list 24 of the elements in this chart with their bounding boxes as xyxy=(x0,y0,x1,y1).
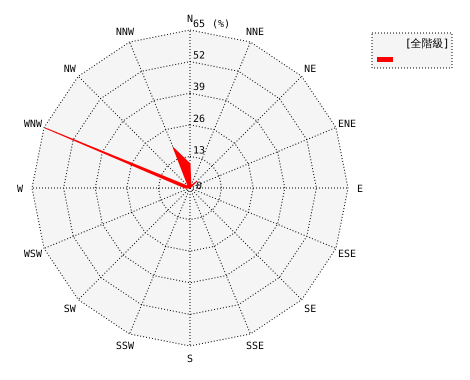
spoke-label: WNW xyxy=(24,118,43,130)
spoke-label: W xyxy=(16,184,24,195)
spoke-label: S xyxy=(186,354,194,365)
spoke-label: WSW xyxy=(24,249,43,260)
legend-item: [全階級] xyxy=(377,37,448,62)
spoke-label: NNW xyxy=(116,26,135,38)
spoke-label: NW xyxy=(64,64,77,75)
spoke-label: NE xyxy=(304,64,316,75)
spoke-label: ENE xyxy=(338,118,356,130)
y-tick-label: 39 xyxy=(193,82,206,94)
y-tick-label: 0 xyxy=(196,181,202,192)
spoke-label: N xyxy=(186,14,194,25)
spoke-label: SSE xyxy=(246,341,264,352)
y-tick-label: 65 xyxy=(193,19,206,30)
spoke-label: NNE xyxy=(246,26,264,38)
spoke-label: ESE xyxy=(338,249,356,260)
spoke-label: SE xyxy=(304,304,316,316)
y-tick-label: 13 xyxy=(193,145,206,156)
text: (%) xyxy=(212,19,230,30)
spoke-label: E xyxy=(356,184,364,195)
spoke-label: SSW xyxy=(116,341,135,352)
y-tick-label: 26 xyxy=(193,114,206,125)
y-tick-label: 52 xyxy=(193,50,206,62)
spoke-label: SW xyxy=(64,304,77,316)
